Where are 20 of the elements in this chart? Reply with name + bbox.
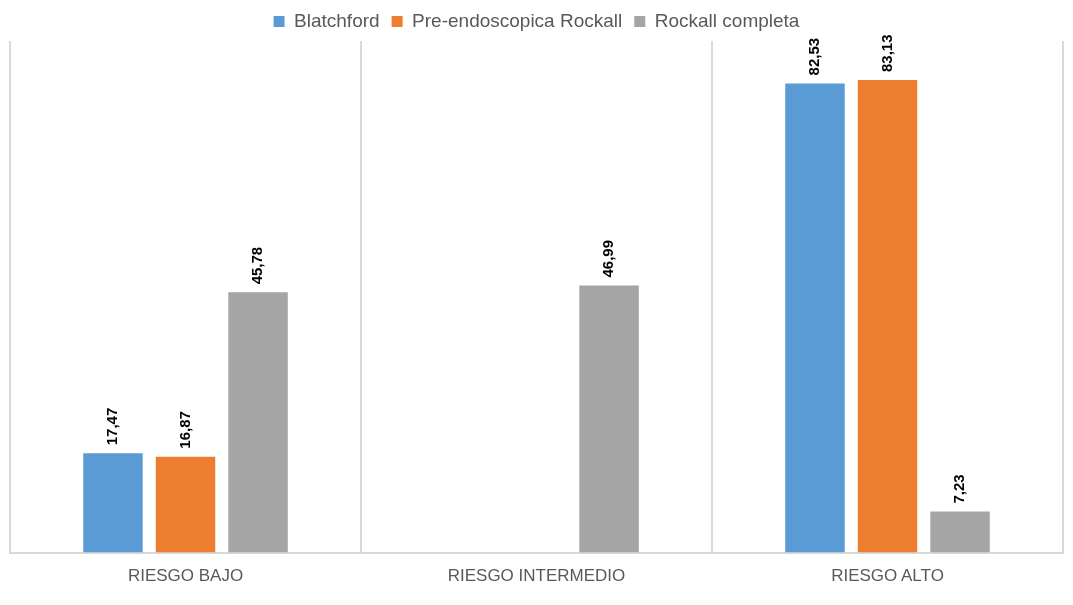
data-label: 83,13 [877,34,895,73]
data-label: 82,53 [805,37,823,76]
legend-label: Pre-endoscopica Rockall [412,9,623,31]
x-tick-label: RIESGO ALTO [831,566,944,586]
bar [228,292,288,553]
bar [155,456,216,553]
bar [579,285,639,553]
legend-label: Blatchford [294,9,380,31]
x-tick-label: RIESGO BAJO [127,566,244,586]
bar [83,453,143,553]
bar [785,83,845,553]
data-label: 16,87 [175,411,193,449]
data-label: 7,23 [950,474,968,504]
data-label: 46,99 [599,239,617,278]
data-label: 45,78 [248,246,266,285]
bar [857,80,918,553]
legend-label: Rockall completa [654,9,800,31]
bar [930,511,990,553]
x-tick-label: RIESGO INTERMEDIO [447,566,626,586]
data-label: 17,47 [103,407,121,446]
